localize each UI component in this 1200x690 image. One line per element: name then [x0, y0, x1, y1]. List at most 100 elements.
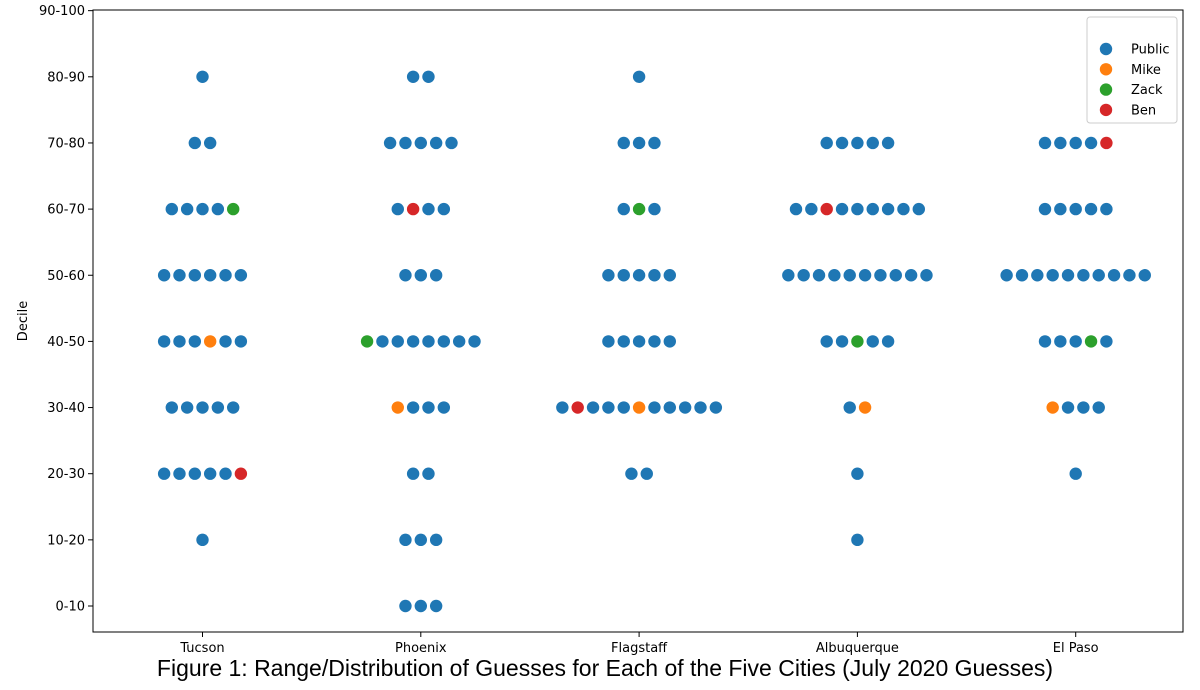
data-point [1054, 335, 1067, 348]
data-point [406, 467, 420, 480]
data-point [399, 599, 412, 613]
data-point [157, 335, 171, 348]
data-point [422, 401, 435, 414]
data-point [196, 70, 209, 84]
legend-label: Zack [1131, 83, 1163, 98]
figure-caption: Figure 1: Range/Distribution of Guesses … [156, 655, 1054, 681]
data-point [820, 136, 833, 150]
data-point [414, 269, 427, 282]
data-point [234, 269, 248, 282]
data-point [851, 136, 864, 150]
data-point [406, 70, 420, 84]
data-point [165, 202, 178, 216]
y-tick-label: 70-80 [47, 136, 85, 151]
data-point [1031, 269, 1044, 282]
data-point [663, 401, 676, 414]
data-point [782, 269, 795, 282]
x-tick-label: El Paso [1053, 641, 1099, 655]
data-point [1084, 136, 1098, 150]
legend-label: Mike [1131, 63, 1161, 78]
x-tick-label: Flagstaff [611, 641, 668, 655]
data-point [1046, 401, 1059, 414]
data-point [571, 401, 584, 414]
data-point [211, 202, 225, 216]
y-axis-label: Decile [16, 301, 31, 341]
data-point [632, 136, 646, 150]
y-tick-label: 90-100 [39, 4, 85, 19]
data-point [851, 533, 864, 547]
plot-frame [92, 9, 1184, 633]
y-tick-label: 40-50 [47, 335, 85, 350]
data-point [437, 401, 451, 414]
data-point [1054, 136, 1067, 150]
data-point [625, 467, 638, 480]
data-point [1038, 335, 1052, 348]
data-point [173, 269, 186, 282]
y-tick-label: 0-10 [55, 600, 85, 615]
x-tick-label: Tucson [179, 641, 224, 655]
data-point [422, 335, 435, 348]
data-point [234, 335, 248, 348]
data-point [429, 533, 443, 547]
data-point [881, 202, 895, 216]
data-point [648, 136, 661, 150]
y-tick-label: 80-90 [47, 70, 85, 85]
data-point [881, 136, 895, 150]
data-point [399, 533, 412, 547]
data-point [602, 401, 615, 414]
data-point [1084, 202, 1098, 216]
data-point [429, 599, 443, 613]
data-point [1100, 202, 1113, 216]
legend-marker [1099, 83, 1113, 96]
data-point [157, 467, 171, 480]
data-point [452, 335, 466, 348]
data-point [422, 70, 435, 84]
data-point [843, 269, 856, 282]
data-point [640, 467, 653, 480]
data-point [165, 401, 178, 414]
data-point [414, 599, 427, 613]
data-point [1077, 401, 1090, 414]
y-tick-label: 20-30 [47, 467, 85, 482]
data-point [617, 136, 630, 150]
data-point [889, 269, 902, 282]
data-point [1069, 136, 1082, 150]
y-tick-label: 60-70 [47, 203, 85, 218]
data-point [383, 136, 397, 150]
data-point [835, 136, 849, 150]
data-point [468, 335, 481, 348]
data-point [188, 136, 202, 150]
data-point [632, 269, 646, 282]
data-point [678, 401, 692, 414]
y-tick-label: 10-20 [47, 533, 85, 548]
legend: Public Mike Zack Ben [1086, 16, 1178, 124]
data-point [422, 202, 435, 216]
data-point [835, 335, 849, 348]
data-point [1077, 269, 1090, 282]
data-point [203, 467, 217, 480]
data-point [851, 335, 864, 348]
y-tick-label: 30-40 [47, 401, 85, 416]
data-point [1069, 335, 1082, 348]
data-point [912, 202, 925, 216]
data-point [391, 401, 404, 414]
data-point [602, 335, 615, 348]
data-point [828, 269, 841, 282]
swarm-chart: Tucson Phoenix Flagstaff Albuquerque El Paso… [16, 4, 1184, 655]
data-point [789, 202, 803, 216]
data-point [648, 335, 661, 348]
data-point [1100, 335, 1113, 348]
x-tick-label: Albuquerque [816, 641, 899, 655]
data-point [203, 136, 217, 150]
data-point [1038, 202, 1052, 216]
data-point [196, 533, 209, 547]
data-point [445, 136, 458, 150]
data-point [820, 202, 833, 216]
data-point [866, 136, 879, 150]
data-point [1092, 401, 1105, 414]
data-point [391, 202, 404, 216]
data-point [391, 335, 404, 348]
y-axis: 0-10 10-20 20-30 30-40 40-50 50-60 60-70 70-80 8… [39, 4, 93, 615]
plot-area [157, 70, 1151, 613]
data-point [648, 202, 661, 216]
